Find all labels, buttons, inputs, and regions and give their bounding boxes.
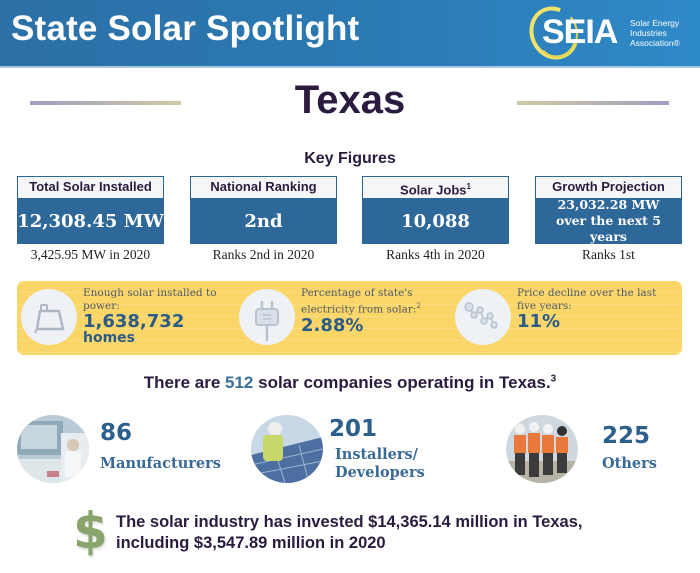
companies-summary: There are 512 solar companies operating … <box>0 373 700 393</box>
investment-line-2: including $3,547.89 million in 2020 <box>116 534 386 552</box>
fact-homes-powered: Enough solar installed to power: 1,638,7… <box>17 281 237 355</box>
divider-right <box>517 101 669 105</box>
category-manufacturers: 86 Manufacturers <box>17 415 237 490</box>
fact-unit: homes <box>83 330 136 346</box>
logo-line-3: Association® <box>630 38 680 48</box>
fact-text: Percentage of state's electricity from s… <box>301 287 461 335</box>
logo-line-2: Industries <box>630 28 667 38</box>
investment-line-1: The solar industry has invested $14,365.… <box>116 513 583 531</box>
companies-count: 512 <box>225 373 254 392</box>
facts-band: Enough solar installed to power: 1,638,7… <box>17 281 682 355</box>
fact-description: Price decline over the last five years: <box>517 287 657 312</box>
key-figure-solar-jobs: Solar Jobs1 10,088 Ranks 4th in 2020 <box>362 176 509 263</box>
key-figure-national-ranking: National Ranking 2nd Ranks 2nd in 2020 <box>190 176 337 263</box>
key-figure-value: 12,308.45 MW <box>17 198 164 244</box>
category-installers-developers: 201 Installers/ Developers <box>251 415 481 490</box>
seia-logo: SEIA Solar Energy Industries Association… <box>520 0 690 68</box>
key-figure-sub: Ranks 4th in 2020 <box>386 247 485 262</box>
key-figure-label: Growth Projection <box>535 176 682 198</box>
footnote-3: 3 <box>550 373 557 385</box>
plug-icon <box>239 289 295 345</box>
category-count: 201 <box>329 416 378 442</box>
category-label: Others <box>602 455 657 472</box>
logo-mark: SEIA <box>542 13 618 51</box>
category-count: 225 <box>602 423 651 449</box>
key-figure-growth-projection: Growth Projection 23,032.28 MW over the … <box>535 176 682 263</box>
price-decline-icon <box>455 289 511 345</box>
house-icon <box>21 289 77 345</box>
header-banner: State Solar Spotlight SEIA Solar Energy … <box>0 0 700 68</box>
fact-text: Enough solar installed to power: 1,638,7… <box>83 287 243 346</box>
key-figure-label: Total Solar Installed <box>17 176 164 198</box>
others-photo <box>506 415 578 483</box>
fact-text: Price decline over the last five years: … <box>517 287 677 331</box>
key-figure-sub: 3,425.95 MW in 2020 <box>30 247 151 262</box>
category-label: Installers/ Developers <box>335 446 425 481</box>
key-figure-value: 2nd <box>190 198 337 244</box>
fact-value: 11% <box>517 311 561 332</box>
footnote-2: 2 <box>416 302 421 310</box>
category-others: 225 Others <box>506 415 686 490</box>
fact-description: Enough solar installed to power: <box>83 287 217 312</box>
key-figure-value: 10,088 <box>362 198 509 244</box>
logo-line-1: Solar Energy <box>630 18 680 28</box>
logo-subtitle: Solar Energy Industries Association® <box>630 18 690 48</box>
dollar-icon: $ <box>73 502 108 560</box>
companies-prefix: There are <box>143 373 226 392</box>
footnote-1: 1 <box>466 182 471 191</box>
fact-electricity-share: Percentage of state's electricity from s… <box>235 281 455 355</box>
installers-photo <box>251 415 323 483</box>
key-figure-sub: Ranks 2nd in 2020 <box>212 247 315 262</box>
companies-suffix: solar companies operating in Texas. <box>253 373 551 392</box>
key-figure-label: National Ranking <box>190 176 337 198</box>
category-count: 86 <box>100 420 133 446</box>
key-figures-title: Key Figures <box>304 150 396 167</box>
key-figure-label: Solar Jobs1 <box>362 176 509 198</box>
key-figure-sub: Ranks 1st <box>582 247 635 262</box>
fact-price-decline: Price decline over the last five years: … <box>451 281 681 355</box>
logo-sun-arc-icon <box>536 10 578 58</box>
fact-description: Percentage of state's electricity from s… <box>301 287 421 316</box>
key-figure-total-installed: Total Solar Installed 12,308.45 MW 3,425… <box>17 176 164 263</box>
category-label: Manufacturers <box>100 455 221 472</box>
state-title: Texas <box>294 78 406 122</box>
key-figure-value: 23,032.28 MW over the next 5 years <box>535 197 682 244</box>
manufacturers-photo <box>17 415 89 483</box>
header-title: State Solar Spotlight <box>11 9 360 48</box>
investment-summary: The solar industry has invested $14,365.… <box>116 512 676 554</box>
divider-left <box>30 101 181 105</box>
fact-value: 1,638,732 <box>83 311 185 332</box>
fact-value: 2.88% <box>301 314 364 336</box>
